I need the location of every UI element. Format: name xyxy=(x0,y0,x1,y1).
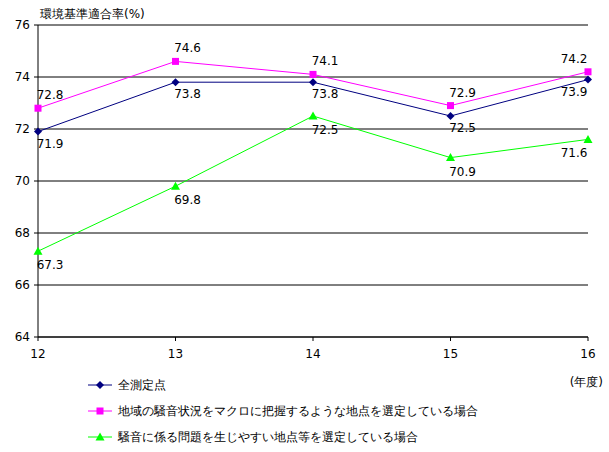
data-label: 71.6 xyxy=(561,146,588,160)
data-label: 72.5 xyxy=(312,123,339,137)
point-marker xyxy=(309,112,318,120)
data-label: 70.9 xyxy=(449,165,476,179)
point-marker xyxy=(309,78,317,86)
data-label: 72.5 xyxy=(449,121,476,135)
x-tick xyxy=(38,337,39,341)
point-marker xyxy=(172,58,179,65)
point-marker xyxy=(34,247,43,255)
y-tick xyxy=(34,233,38,234)
x-tick xyxy=(588,337,589,341)
y-axis xyxy=(38,25,39,337)
data-label: 72.8 xyxy=(37,88,64,102)
grid-line xyxy=(38,181,588,182)
point-marker xyxy=(584,135,593,143)
point-marker xyxy=(34,128,42,136)
data-label: 74.2 xyxy=(561,52,588,66)
y-tick xyxy=(34,337,38,338)
data-label: 67.3 xyxy=(37,258,64,272)
plot-area xyxy=(34,58,593,255)
y-tick-label: 66 xyxy=(15,278,30,292)
x-tick-label: 12 xyxy=(30,347,45,361)
point-marker xyxy=(585,68,592,75)
x-tick xyxy=(175,337,176,341)
point-marker xyxy=(310,71,317,78)
y-tick-label: 76 xyxy=(15,18,30,32)
data-label: 71.9 xyxy=(37,137,64,151)
data-label: 73.9 xyxy=(561,85,588,99)
x-tick-label: 14 xyxy=(305,347,320,361)
x-tick-label: 15 xyxy=(443,347,458,361)
data-label: 73.8 xyxy=(174,87,201,101)
data-label: 73.8 xyxy=(312,87,339,101)
point-marker xyxy=(171,182,180,190)
point-marker xyxy=(172,78,180,86)
point-marker xyxy=(447,112,455,120)
legend-label: 地域の騒音状況をマクロに把握するような地点を選定している場合 xyxy=(117,404,478,418)
y-tick-label: 70 xyxy=(15,174,30,188)
legend-marker xyxy=(96,433,105,441)
grid-line xyxy=(38,285,588,286)
legend-marker xyxy=(97,408,104,415)
y-tick xyxy=(34,25,38,26)
data-label: 74.1 xyxy=(312,54,339,68)
y-tick xyxy=(34,181,38,182)
grid-line xyxy=(38,25,588,26)
y-tick xyxy=(34,285,38,286)
data-labels: 71.9 73.8 73.8 72.5 73.9 72.8 74.6 74.1 72.9 74.2… xyxy=(37,41,588,272)
y-tick-label: 64 xyxy=(15,330,30,344)
legend-label: 全測定点 xyxy=(118,378,166,392)
grid-line xyxy=(38,233,588,234)
y-axis-title: 環境基準適合率(%) xyxy=(40,7,145,21)
x-tick xyxy=(450,337,451,341)
legend-label: 騒音に係る問題を生じやすい地点等を選定している場合 xyxy=(117,430,418,444)
legend-marker xyxy=(96,381,104,389)
data-label: 69.8 xyxy=(174,193,201,207)
x-tick-label: 13 xyxy=(168,347,183,361)
point-marker xyxy=(35,105,42,112)
x-tick-label: 16 xyxy=(580,347,595,361)
legend: 全測定点地域の騒音状況をマクロに把握するような地点を選定している場合騒音に係る問… xyxy=(88,378,478,444)
data-label: 74.6 xyxy=(174,41,201,55)
point-marker xyxy=(446,153,455,161)
data-label: 72.9 xyxy=(449,86,476,100)
x-tick xyxy=(313,337,314,341)
y-tick xyxy=(34,77,38,78)
point-marker xyxy=(584,76,592,84)
series-line xyxy=(38,61,588,108)
series-line xyxy=(38,116,588,251)
point-marker xyxy=(447,102,454,109)
chart: 64 66 68 70 72 74 76 12 13 14 15 16 環境基準適合率(%) (年度) 71… xyxy=(0,0,609,452)
y-tick-label: 68 xyxy=(15,226,30,240)
y-tick-label: 74 xyxy=(15,70,30,84)
y-tick-label: 72 xyxy=(15,122,30,136)
x-axis-title: (年度) xyxy=(570,375,603,389)
